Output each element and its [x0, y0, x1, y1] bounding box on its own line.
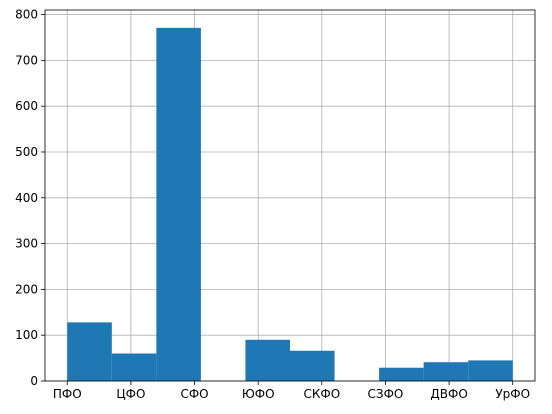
- x-tick-label: ДВФО: [430, 387, 467, 401]
- x-tick-label: СФО: [180, 387, 208, 401]
- histogram-bar: [290, 350, 335, 381]
- histogram-bar: [379, 367, 424, 381]
- y-tick-label: 600: [15, 99, 38, 113]
- x-tick-label: ПФО: [53, 387, 82, 401]
- histogram-bar: [156, 27, 201, 381]
- y-tick-label: 200: [15, 282, 38, 296]
- x-tick-label: СКФО: [303, 387, 340, 401]
- grid-layer: [45, 10, 535, 382]
- y-tick-label: 300: [15, 237, 38, 251]
- y-tick-label: 0: [30, 374, 38, 388]
- histogram-bar: [423, 362, 469, 381]
- x-tick-label: СЗФО: [368, 387, 404, 401]
- plot-frame: [44, 9, 536, 382]
- histogram-bar: [67, 322, 112, 381]
- x-tick-label: ЦФО: [116, 387, 145, 401]
- y-tick-label: 800: [15, 8, 38, 22]
- histogram-bar: [111, 353, 157, 381]
- ticks-layer: 0 100 200 300 400 500 600 700 800 ПФО ЦФО СФО ЮФО СКФ…: [15, 8, 530, 401]
- x-tick-label: УрФО: [495, 387, 530, 401]
- histogram-bar: [245, 339, 290, 381]
- y-tick-label: 500: [15, 145, 38, 159]
- x-tick-label: ЮФО: [242, 387, 275, 401]
- y-tick-label: 100: [15, 328, 38, 342]
- y-tick-label: 400: [15, 191, 38, 205]
- bars-layer: [67, 27, 513, 381]
- y-tick-label: 700: [15, 53, 38, 67]
- histogram-bar: [468, 360, 513, 381]
